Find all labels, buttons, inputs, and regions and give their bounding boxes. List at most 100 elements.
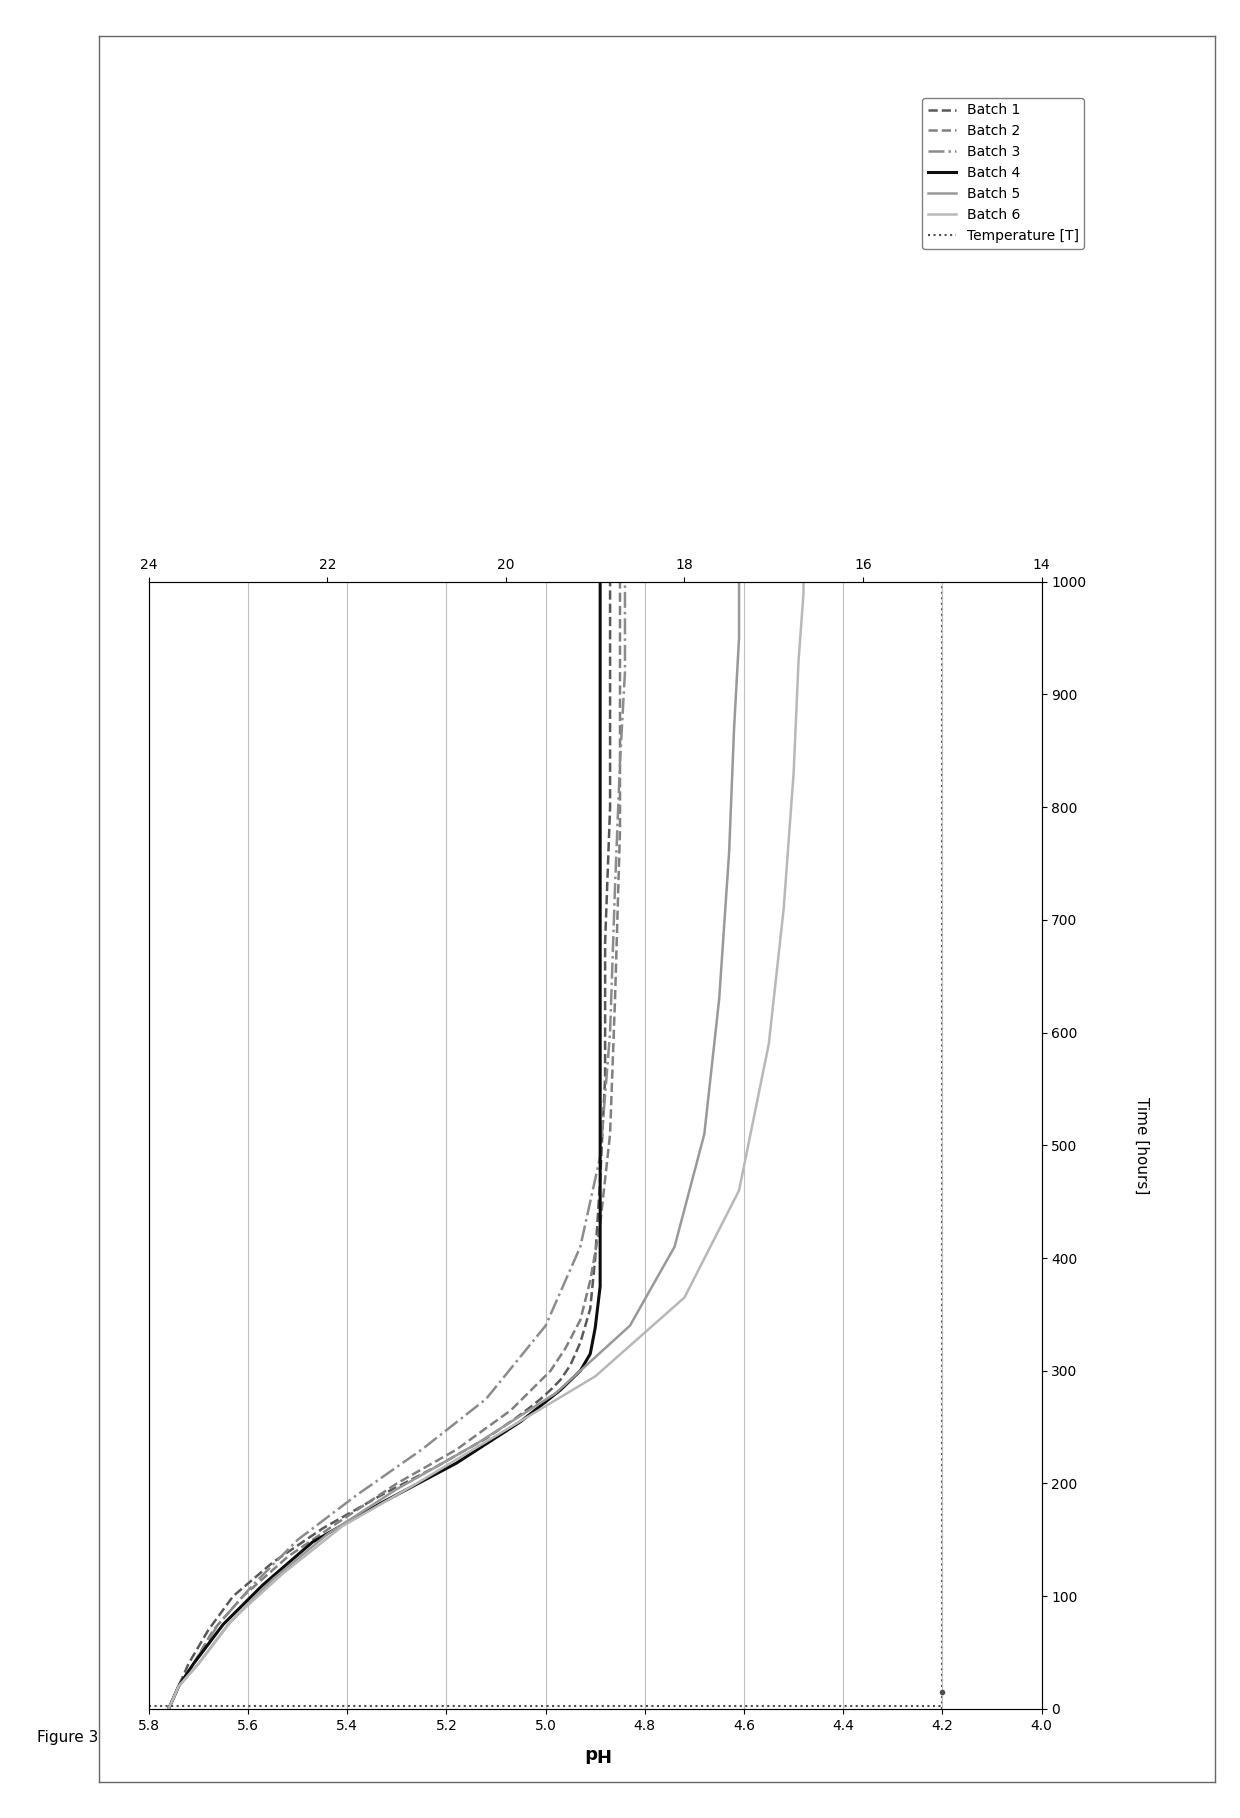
Batch 5 <box>171 1676 186 1698</box>
Batch 4 <box>588 1316 603 1338</box>
Batch 5 <box>732 627 746 649</box>
Batch 2 <box>573 1309 588 1331</box>
Batch 3 <box>593 1145 608 1167</box>
Batch 2 <box>613 705 627 727</box>
Batch 3 <box>414 1438 429 1460</box>
Batch 3 <box>573 1236 588 1258</box>
Batch 3 <box>171 1676 186 1698</box>
Batch 2 <box>186 1653 201 1674</box>
Batch 2 <box>603 1124 618 1145</box>
Batch 1 <box>161 1698 176 1720</box>
Batch 3 <box>479 1389 494 1411</box>
Batch 1 <box>374 1483 389 1505</box>
Line: Batch 1: Batch 1 <box>169 582 610 1709</box>
Batch 1 <box>563 1354 578 1376</box>
Batch 4 <box>583 1344 598 1365</box>
Batch 6 <box>335 1516 350 1538</box>
Batch 2 <box>503 1400 518 1422</box>
Batch 5 <box>667 1236 682 1258</box>
Batch 3 <box>290 1529 305 1551</box>
Batch 4 <box>171 1676 186 1698</box>
Batch 3 <box>161 1698 176 1720</box>
Batch 2 <box>389 1473 404 1494</box>
Batch 5 <box>722 842 737 864</box>
Batch 6 <box>275 1563 290 1585</box>
Batch 1 <box>598 1067 613 1089</box>
Batch 3 <box>613 751 627 773</box>
Batch 5 <box>191 1653 206 1674</box>
Batch 5 <box>548 1382 563 1403</box>
Batch 1 <box>583 1298 598 1320</box>
Batch 6 <box>732 1180 746 1202</box>
Batch 4 <box>593 1134 608 1156</box>
X-axis label: Hd: Hd <box>582 1743 609 1762</box>
Batch 1 <box>588 1247 603 1269</box>
Batch 6 <box>226 1607 241 1629</box>
Batch 6 <box>409 1473 424 1494</box>
Batch 2 <box>280 1545 295 1567</box>
Batch 1 <box>429 1456 444 1478</box>
Batch 2 <box>449 1438 464 1460</box>
Batch 6 <box>761 1033 776 1054</box>
Batch 4 <box>593 853 608 874</box>
Batch 4 <box>186 1653 201 1674</box>
Batch 6 <box>161 1698 176 1720</box>
Batch 2 <box>608 987 622 1009</box>
Batch 1 <box>603 571 618 593</box>
Batch 1 <box>181 1653 196 1674</box>
Batch 2 <box>330 1513 345 1534</box>
Batch 2 <box>558 1338 573 1360</box>
Batch 3 <box>211 1614 226 1636</box>
Batch 5 <box>389 1478 404 1500</box>
Batch 6 <box>776 898 791 920</box>
Batch 4 <box>593 571 608 593</box>
Legend: Batch 1, Batch 2, Batch 3, Batch 4, Batch 5, Batch 6, Temperature [T]: Batch 1, Batch 2, Batch 3, Batch 4, Batc… <box>923 98 1084 249</box>
Batch 1 <box>201 1620 216 1642</box>
Batch 1 <box>598 931 613 953</box>
Batch 3 <box>350 1483 365 1505</box>
Batch 3 <box>603 1022 618 1044</box>
Batch 1 <box>508 1407 523 1429</box>
Batch 1 <box>171 1676 186 1698</box>
Batch 3 <box>608 874 622 896</box>
Batch 3 <box>538 1314 553 1336</box>
Batch 4 <box>255 1574 270 1596</box>
Batch 4 <box>573 1360 588 1382</box>
Batch 4 <box>593 1276 608 1298</box>
Batch 5 <box>622 1314 637 1336</box>
Batch 2 <box>583 1269 598 1291</box>
Batch 1 <box>315 1518 330 1540</box>
Batch 5 <box>732 571 746 593</box>
Batch 6 <box>796 582 811 604</box>
Line: Batch 6: Batch 6 <box>169 582 804 1709</box>
Batch 5 <box>697 1124 712 1145</box>
Batch 4 <box>374 1493 389 1514</box>
Batch 5 <box>221 1614 236 1636</box>
Batch 1 <box>553 1369 568 1391</box>
Batch 6 <box>791 649 806 671</box>
Batch 3 <box>186 1653 201 1674</box>
Batch 4 <box>513 1411 528 1433</box>
Batch 1 <box>543 1380 558 1402</box>
Batch 6 <box>171 1676 186 1698</box>
Batch 3 <box>246 1574 260 1596</box>
Line: Batch 3: Batch 3 <box>169 582 625 1709</box>
Batch 1 <box>226 1585 241 1607</box>
Batch 1 <box>593 1169 608 1191</box>
Batch 2 <box>543 1360 558 1382</box>
Batch 1 <box>603 796 618 818</box>
Text: Figure 3: Figure 3 <box>37 1731 98 1745</box>
Batch 6 <box>191 1653 206 1674</box>
Batch 5 <box>712 987 727 1009</box>
Batch 4 <box>161 1698 176 1720</box>
Batch 1 <box>479 1427 494 1449</box>
Batch 5 <box>265 1569 280 1591</box>
Batch 5 <box>469 1433 484 1454</box>
Batch 2 <box>236 1585 250 1607</box>
Y-axis label: Time [hours]: Time [hours] <box>1133 1096 1149 1194</box>
Batch 5 <box>161 1698 176 1720</box>
Batch 6 <box>588 1365 603 1387</box>
Batch 1 <box>533 1389 548 1411</box>
Batch 2 <box>593 1213 608 1234</box>
Batch 5 <box>732 582 746 604</box>
